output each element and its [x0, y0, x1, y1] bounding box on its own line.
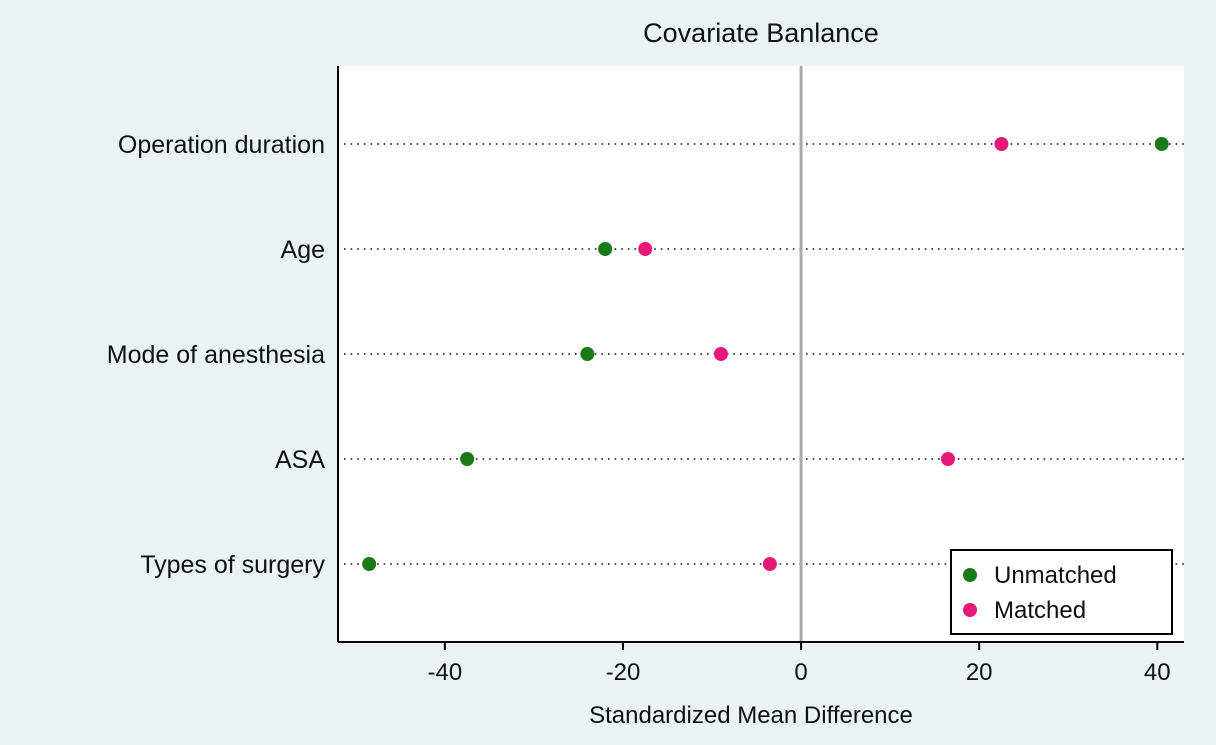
x-axis-label: Standardized Mean Difference	[589, 702, 913, 729]
x-tick-label: 40	[1144, 659, 1171, 686]
y-category-label: ASA	[275, 446, 325, 474]
point-matched	[713, 347, 728, 361]
y-category-label: Types of surgery	[140, 551, 325, 579]
legend: Unmatched Matched	[950, 549, 1173, 635]
point-matched	[638, 242, 653, 256]
x-tick-label: -40	[428, 659, 463, 686]
x-tick-label: -20	[606, 659, 641, 686]
y-category-label: Mode of anesthesia	[107, 341, 325, 369]
legend-unmatched-label: Unmatched	[994, 562, 1117, 589]
legend-box	[950, 549, 1173, 635]
y-category-label: Age	[281, 236, 325, 264]
point-matched	[941, 452, 956, 466]
point-unmatched	[580, 347, 595, 361]
chart-title: Covariate Banlance	[643, 18, 879, 48]
point-unmatched	[598, 242, 613, 256]
point-matched	[994, 137, 1009, 151]
legend-matched-label: Matched	[994, 597, 1086, 624]
x-tick-label: 20	[966, 659, 993, 686]
y-category-label: Operation duration	[118, 131, 325, 159]
x-tick-label: 0	[794, 659, 807, 686]
legend-unmatched-marker	[963, 568, 977, 582]
point-unmatched	[460, 452, 475, 466]
legend-matched-marker	[963, 603, 977, 617]
point-unmatched	[362, 557, 377, 571]
point-unmatched	[1154, 137, 1169, 151]
point-matched	[762, 557, 777, 571]
